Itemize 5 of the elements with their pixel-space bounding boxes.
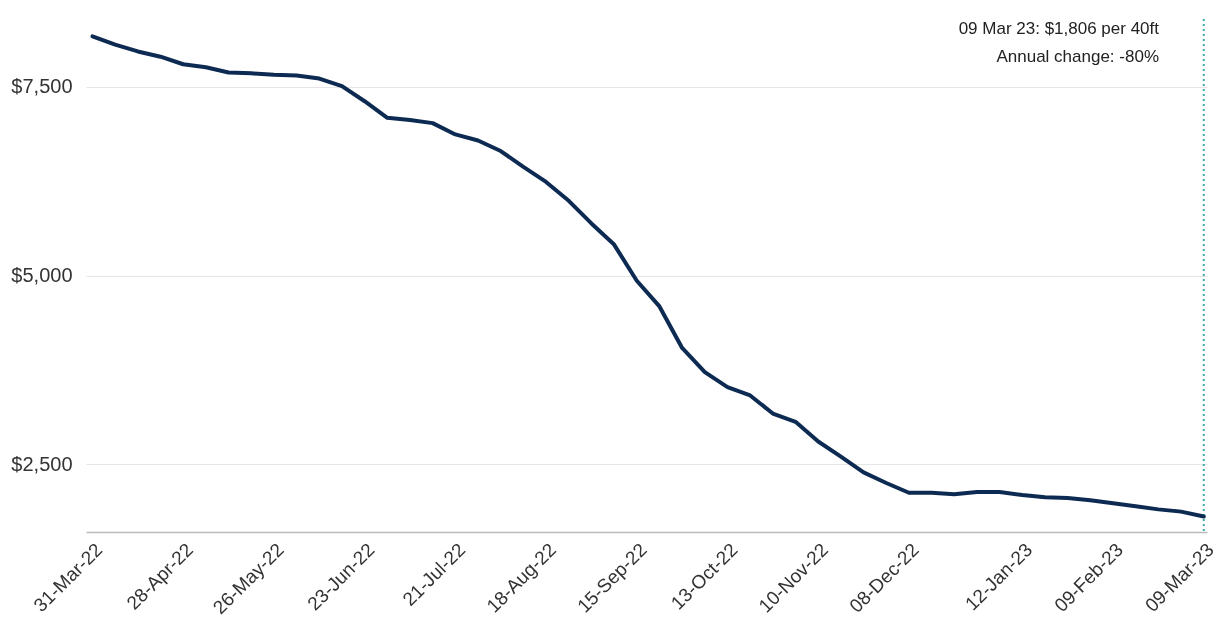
y-tick-label: $2,500 (11, 452, 73, 475)
y-tick-label: $7,500 (11, 75, 73, 98)
y-tick-label: $5,000 (11, 264, 73, 286)
annotation: Annual change: -80% (996, 47, 1159, 66)
annotation: 09 Mar 23: $1,806 per 40ft (958, 19, 1160, 38)
